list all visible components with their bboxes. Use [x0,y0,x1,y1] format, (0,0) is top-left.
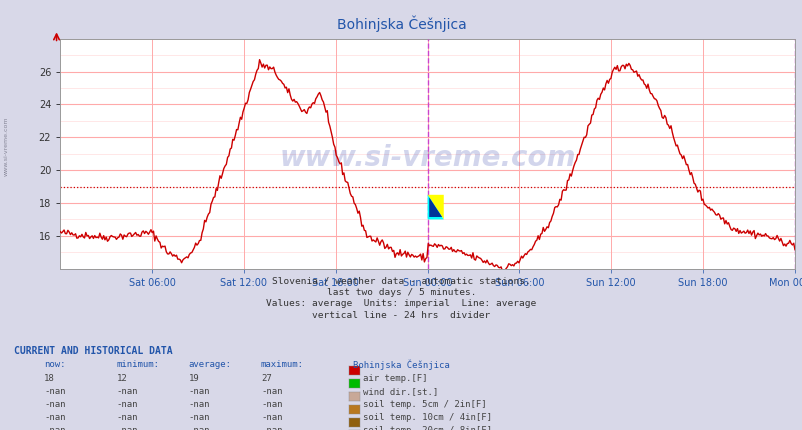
Text: now:: now: [44,360,66,369]
Text: soil temp. 10cm / 4in[F]: soil temp. 10cm / 4in[F] [363,413,492,422]
Text: -nan: -nan [261,413,282,422]
Text: vertical line - 24 hrs  divider: vertical line - 24 hrs divider [312,311,490,320]
Text: maximum:: maximum: [261,360,304,369]
Text: minimum:: minimum: [116,360,160,369]
Text: 27: 27 [261,374,271,383]
Text: -nan: -nan [44,387,66,396]
Text: www.si-vreme.com: www.si-vreme.com [279,144,575,172]
Text: Values: average  Units: imperial  Line: average: Values: average Units: imperial Line: av… [266,299,536,308]
Text: 19: 19 [188,374,199,383]
Polygon shape [427,195,444,219]
Text: -nan: -nan [116,400,138,409]
Text: last two days / 5 minutes.: last two days / 5 minutes. [326,288,476,297]
Text: CURRENT AND HISTORICAL DATA: CURRENT AND HISTORICAL DATA [14,346,173,356]
Text: -nan: -nan [261,400,282,409]
Text: -nan: -nan [188,387,210,396]
Polygon shape [429,197,442,217]
Text: wind dir.[st.]: wind dir.[st.] [363,387,438,396]
Text: www.si-vreme.com: www.si-vreme.com [4,117,9,176]
Text: Slovenia / weather data - automatic stations.: Slovenia / weather data - automatic stat… [272,276,530,285]
Text: -nan: -nan [261,426,282,430]
Text: -nan: -nan [188,413,210,422]
Text: soil temp. 20cm / 8in[F]: soil temp. 20cm / 8in[F] [363,426,492,430]
Text: soil temp. 5cm / 2in[F]: soil temp. 5cm / 2in[F] [363,400,486,409]
Text: -nan: -nan [116,413,138,422]
Polygon shape [427,195,444,219]
Text: -nan: -nan [44,426,66,430]
Text: -nan: -nan [44,413,66,422]
Text: Bohinjska Češnjica: Bohinjska Češnjica [336,15,466,31]
Text: -nan: -nan [261,387,282,396]
Text: -nan: -nan [44,400,66,409]
Text: Bohinjska Češnjica: Bohinjska Češnjica [353,360,449,370]
Text: -nan: -nan [188,426,210,430]
Text: average:: average: [188,360,232,369]
Text: -nan: -nan [116,387,138,396]
Text: -nan: -nan [188,400,210,409]
Text: 18: 18 [44,374,55,383]
Text: -nan: -nan [116,426,138,430]
Text: air temp.[F]: air temp.[F] [363,374,427,383]
Text: 12: 12 [116,374,127,383]
